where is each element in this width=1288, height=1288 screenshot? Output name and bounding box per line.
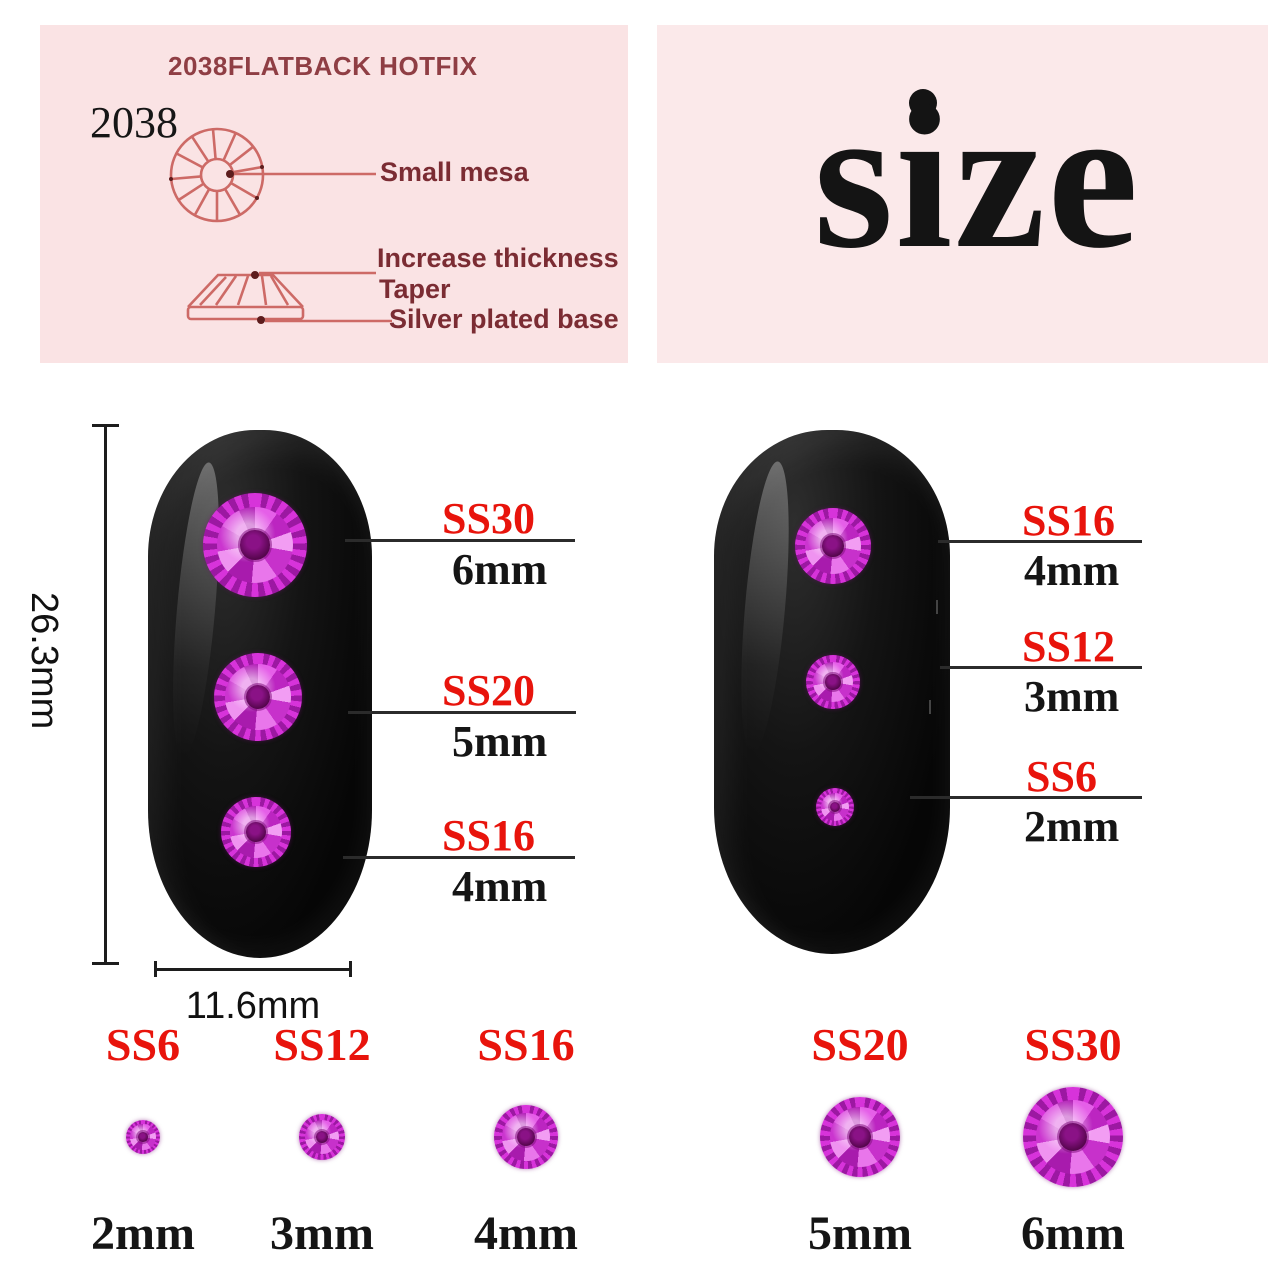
diameter-label: 6mm [1021, 1207, 1125, 1260]
height-dim-top-cap [92, 424, 119, 427]
size-code-label: SS30 [442, 494, 535, 543]
stone-ss16-on-nail [221, 797, 291, 867]
diameter-label: 6mm [452, 545, 548, 594]
small-mesa-dot [226, 170, 234, 178]
size-code-label: SS16 [1022, 496, 1115, 545]
diameter-label: 3mm [1024, 672, 1120, 721]
edge-tick [929, 700, 931, 714]
thickness-dot [251, 271, 259, 279]
height-dim-bottom-cap [92, 962, 119, 965]
size-code-label: SS12 [273, 1019, 371, 1070]
rhinestone-structure-diagram [169, 127, 392, 324]
callout-line [940, 666, 1142, 669]
size-code-label: SS20 [442, 666, 535, 715]
stone-ss20-on-nail [214, 653, 302, 741]
diameter-label: 2mm [91, 1207, 195, 1260]
callout-line [345, 539, 575, 542]
nail-width-value: 11.6mm [185, 985, 321, 1027]
diameter-label: 4mm [1024, 546, 1120, 595]
stone-sample-ss12 [299, 1114, 345, 1160]
stone-sample-ss16 [494, 1105, 558, 1169]
stone-ss30-on-nail [203, 493, 307, 597]
increase-thickness-label: Increase thickness [377, 243, 619, 273]
callout-line [343, 856, 575, 859]
width-dimension-line [155, 968, 352, 971]
diameter-label: 5mm [808, 1207, 912, 1260]
stone-sample-ss30 [1023, 1087, 1123, 1187]
size-code-label: SS20 [811, 1019, 909, 1070]
size-chart-column: SS30 6mm [983, 1022, 1163, 1282]
size-code-label: SS16 [477, 1019, 575, 1070]
size-chart-column: SS16 4mm [436, 1022, 616, 1282]
size-code-label: SS6 [1026, 752, 1097, 801]
spec-box-title: 2038FLATBACK HOTFIX [168, 51, 478, 81]
diameter-label: 4mm [452, 862, 548, 911]
callout-line [348, 711, 576, 714]
size-chart-column: SS12 3mm [232, 1022, 412, 1282]
size-heading-box: size [657, 25, 1268, 363]
stone-ss12-on-nail2 [806, 655, 860, 709]
model-number: 2038 [90, 98, 178, 147]
edge-tick [936, 600, 938, 614]
stone-ss16-on-nail2 [795, 508, 871, 584]
silver-plated-base-label: Silver plated base [389, 304, 619, 334]
decorative-dot [909, 89, 937, 117]
spec-box: 2038FLATBACK HOTFIX 2038 Small mesa Incr… [40, 25, 628, 363]
size-chart-column: SS6 2mm [53, 1022, 233, 1282]
width-dim-right-tick [349, 961, 352, 977]
size-code-label: SS30 [1024, 1019, 1122, 1070]
size-code-label: SS16 [442, 811, 535, 860]
width-dim-left-tick [154, 961, 157, 977]
stone-sample-ss6 [126, 1120, 160, 1154]
size-code-label: SS6 [105, 1019, 181, 1070]
stone-sample-ss20 [820, 1097, 900, 1177]
base-dot [257, 316, 265, 324]
callout-line [938, 540, 1142, 543]
diameter-label: 2mm [1024, 802, 1120, 851]
size-code-label: SS12 [1022, 622, 1115, 671]
height-dimension-line [104, 425, 107, 965]
callout-line [910, 796, 1142, 799]
small-mesa-label: Small mesa [380, 157, 529, 187]
diameter-label: 4mm [474, 1207, 578, 1260]
stone-ss6-on-nail2 [816, 788, 854, 826]
size-chart-column: SS20 5mm [770, 1022, 950, 1282]
diameter-label: 5mm [452, 717, 548, 766]
nail-height-value: 26.3mm [23, 592, 65, 730]
size-heading: size [813, 64, 1141, 291]
diameter-label: 3mm [270, 1207, 374, 1260]
taper-label: Taper [379, 274, 451, 304]
